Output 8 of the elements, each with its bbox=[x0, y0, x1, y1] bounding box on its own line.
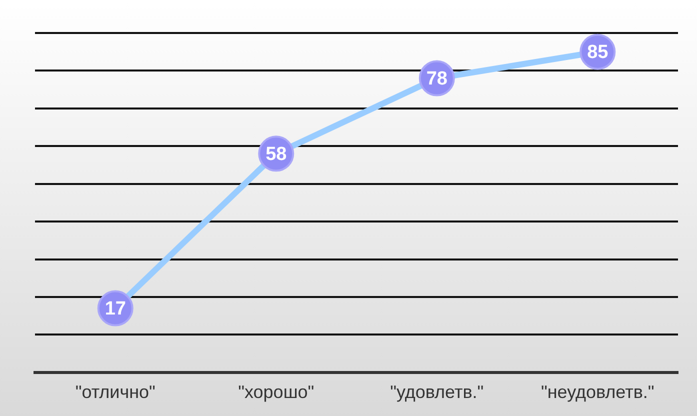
x-tick-label: "отлично" bbox=[75, 382, 156, 402]
data-label: 17 bbox=[104, 298, 126, 320]
x-tick-label: "удовлетв." bbox=[390, 382, 484, 402]
data-label: 78 bbox=[426, 68, 448, 90]
data-label: 85 bbox=[587, 42, 609, 64]
data-label: 58 bbox=[266, 144, 287, 165]
x-tick-label: "хорошо" bbox=[238, 382, 314, 402]
x-tick-label: "неудовлетв." bbox=[540, 382, 654, 402]
